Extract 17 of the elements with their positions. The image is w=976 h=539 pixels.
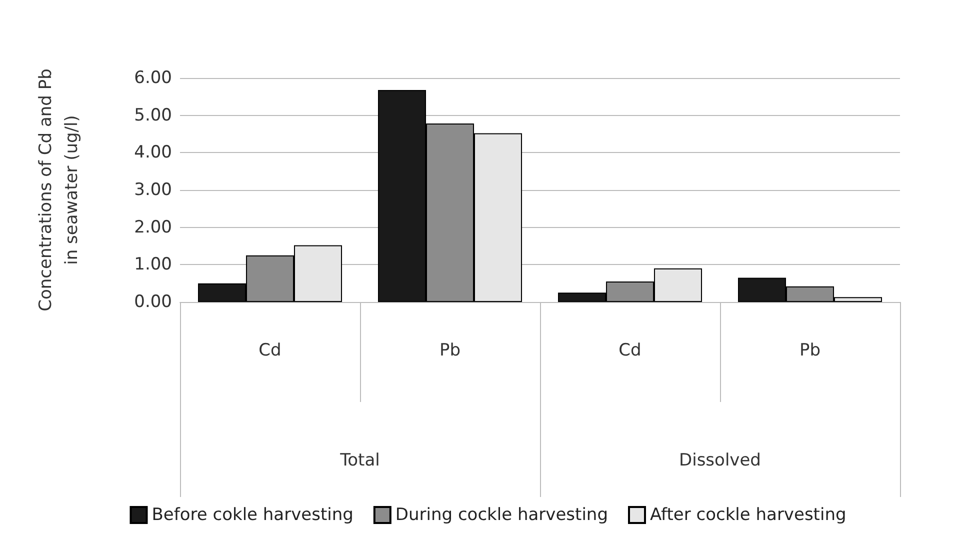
text: Dissolved [679,450,761,470]
y-tick-label: 2.00 [134,217,172,238]
legend-label: During cockle harvesting [395,505,608,525]
x-tick-label: Cd [618,340,642,360]
y-tick-label: 6.00 [134,68,172,88]
y-axis-title: Concentrations of Cd and Pb in seawater (ug/l) [36,68,82,312]
y-tick-label: 3.00 [134,180,172,200]
y-tick-label: 0.00 [134,292,172,312]
legend-label: After cockle harvesting [650,505,846,525]
text: Total [339,450,380,470]
y-tick-label: 1.00 [134,254,172,275]
x-tick-label: Pb [799,340,821,360]
x-tick-label: Cd [258,340,282,360]
legend-label: Before cokle harvesting [152,505,354,525]
x-tick-label: Pb [439,340,461,360]
y-tick-label: 4.00 [134,142,172,163]
y-tick-label: 5.00 [134,105,172,126]
